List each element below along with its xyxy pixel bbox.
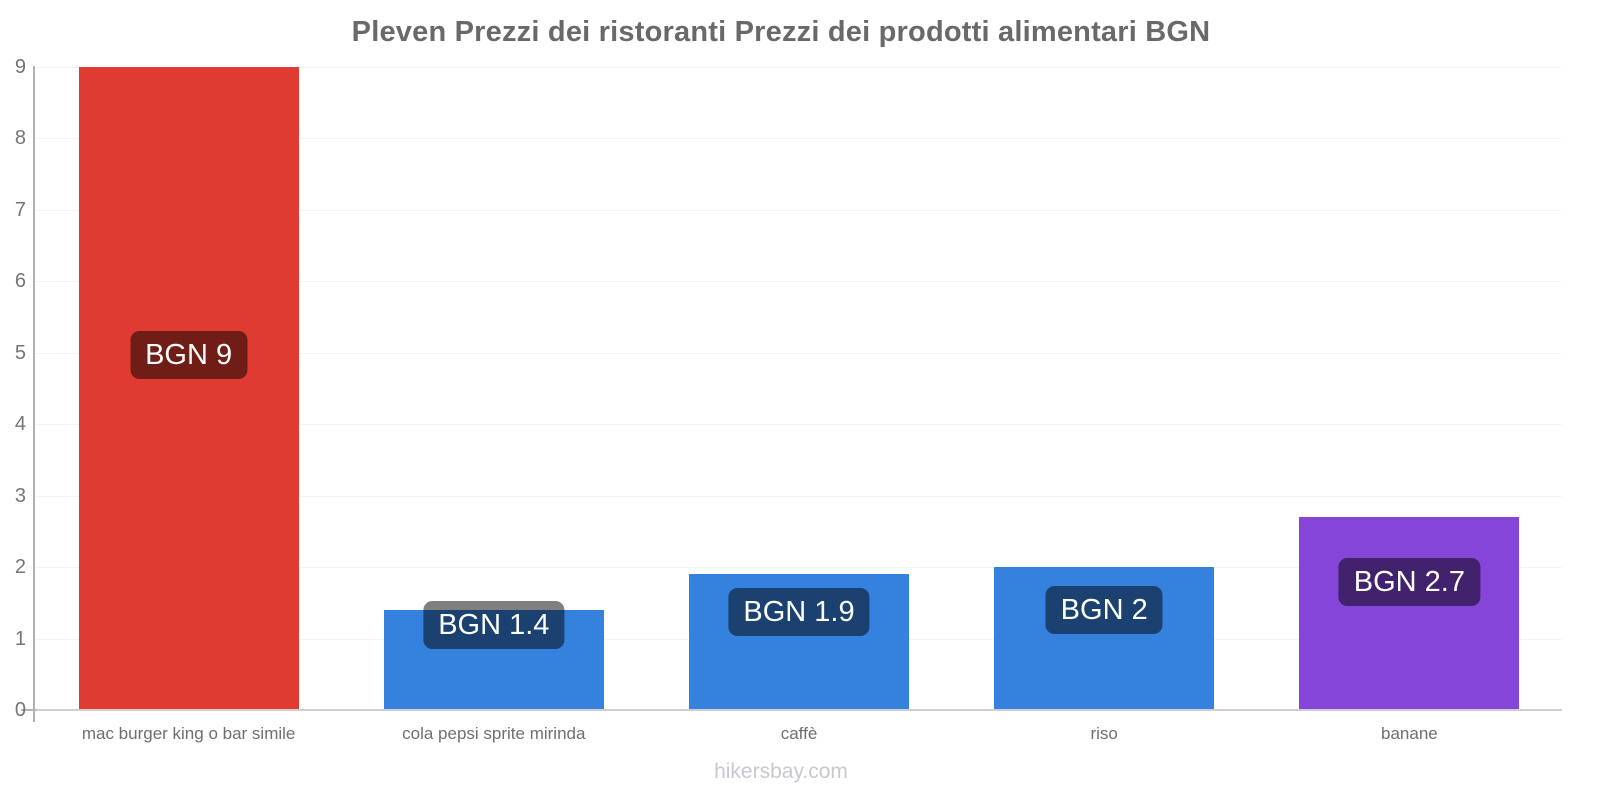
- bar-value-label: BGN 2: [1045, 586, 1163, 635]
- x-axis-category-label: banane: [1381, 724, 1438, 743]
- y-axis-tick-label: 0: [14, 699, 26, 721]
- gridline: [36, 424, 1562, 426]
- x-axis-category-label: riso: [1090, 724, 1118, 743]
- bar-value-label: BGN 1.4: [423, 600, 565, 649]
- gridline: [36, 495, 1562, 497]
- bar-value-label: BGN 2.7: [1338, 558, 1480, 607]
- gridline: [36, 138, 1562, 140]
- gridline: [36, 67, 1562, 69]
- y-axis-zero-tick: [21, 709, 36, 711]
- x-axis-category-label: mac burger king o bar simile: [81, 724, 296, 743]
- gridline: [36, 281, 1562, 283]
- y-axis-tick-label: 2: [14, 556, 26, 579]
- gridline: [36, 209, 1562, 211]
- x-axis-category-label: caffè: [780, 724, 818, 743]
- bar-value-label: BGN 9: [130, 331, 248, 380]
- x-axis-category-label: cola pepsi sprite mirinda: [402, 724, 586, 743]
- y-axis-tick-label: 1: [14, 627, 26, 650]
- x-axis-baseline: [36, 709, 1562, 711]
- y-axis-tick-label: 9: [14, 56, 26, 79]
- y-axis-tick-label: 6: [14, 270, 26, 293]
- y-axis-tick-label: 8: [14, 127, 26, 150]
- y-axis-tick-label: 5: [14, 341, 26, 364]
- chart-title: Pleven Prezzi dei ristoranti Prezzi dei …: [351, 16, 1211, 48]
- gridline: [36, 352, 1562, 354]
- bar-value-label: BGN 1.9: [728, 588, 870, 637]
- bar: [78, 67, 299, 710]
- y-axis-tick-label: 4: [14, 413, 26, 436]
- bar: [1299, 517, 1520, 710]
- y-axis-line: [33, 66, 35, 722]
- y-axis-tick-label: 7: [14, 198, 26, 221]
- footer-watermark: hikersbay.com: [714, 760, 848, 783]
- gridline: [36, 567, 1562, 569]
- y-axis-tick-label: 3: [14, 484, 26, 507]
